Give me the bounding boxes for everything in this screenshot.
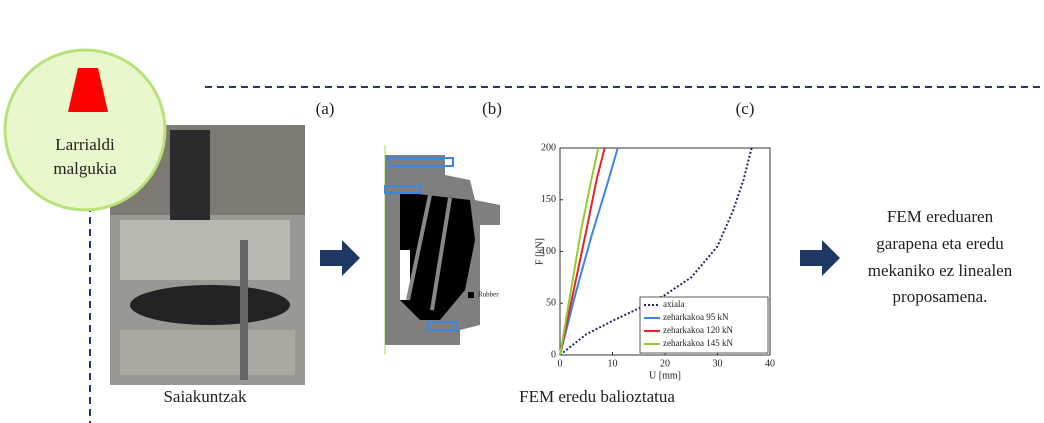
y-tick-label: 200 bbox=[541, 142, 556, 153]
result-text: proposamena. bbox=[893, 287, 988, 306]
caption: Saiakuntzak bbox=[163, 387, 247, 406]
legend-label: axiala bbox=[663, 299, 685, 309]
arrow bbox=[320, 240, 360, 276]
y-tick-label: 0 bbox=[551, 349, 556, 360]
x-tick-label: 10 bbox=[608, 358, 618, 369]
result-text: FEM ereduaren bbox=[887, 207, 994, 226]
fem-drawing bbox=[385, 145, 500, 355]
panel-label: (c) bbox=[736, 99, 755, 118]
x-tick-label: 0 bbox=[558, 358, 563, 369]
legend-label: zeharkakoa 95 kN bbox=[663, 312, 729, 322]
page: Larrialdi malgukia (a) (b) (c) Rubber Sa… bbox=[0, 0, 1044, 423]
x-tick-label: 20 bbox=[660, 358, 670, 369]
result-text: mekaniko ez linealen bbox=[868, 261, 1013, 280]
y-axis-label: F [kN] bbox=[534, 238, 545, 265]
x-tick-label: 30 bbox=[713, 358, 723, 369]
panel-label: (b) bbox=[482, 99, 502, 118]
circle-label: malgukia bbox=[53, 159, 117, 178]
panel-label: (a) bbox=[316, 99, 335, 118]
y-tick-label: 50 bbox=[546, 298, 556, 309]
caption: FEM eredu balioztatua bbox=[519, 387, 675, 406]
circle-label: Larrialdi bbox=[55, 135, 115, 154]
x-axis-label: U [mm] bbox=[649, 370, 681, 381]
legend-label: zeharkakoa 145 kN bbox=[663, 338, 733, 348]
y-tick-label: 150 bbox=[541, 194, 556, 205]
arrow bbox=[800, 240, 840, 276]
legend-label: zeharkakoa 120 kN bbox=[663, 325, 733, 335]
x-tick-label: 40 bbox=[765, 358, 775, 369]
result-text: garapena eta eredu bbox=[876, 234, 1004, 253]
fem-label: Rubber bbox=[478, 291, 499, 299]
